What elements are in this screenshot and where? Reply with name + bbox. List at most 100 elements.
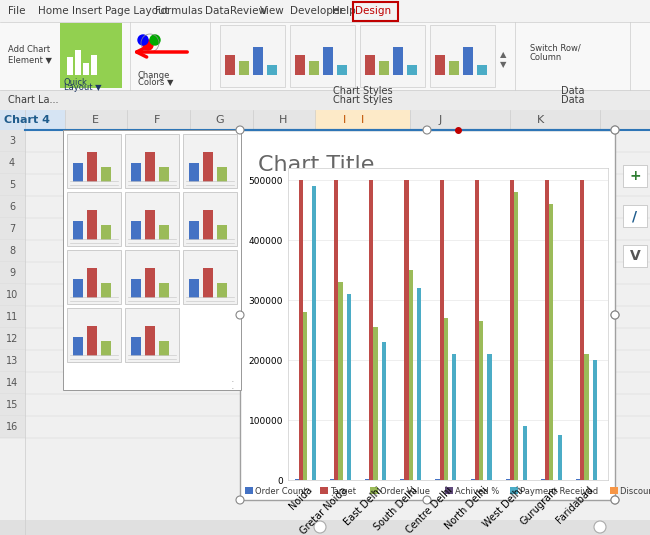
Text: 15: 15 [6, 400, 18, 410]
Bar [189, 279, 199, 298]
Bar [452, 354, 456, 480]
Bar [159, 341, 169, 356]
Bar [145, 326, 155, 356]
Bar [523, 426, 526, 480]
Bar [0, 22, 650, 90]
Text: File: File [8, 6, 25, 16]
Bar [0, 520, 650, 535]
Bar [125, 250, 179, 304]
Bar [73, 337, 83, 356]
Text: Help: Help [332, 6, 356, 16]
Bar [435, 55, 445, 75]
Text: Payment Received: Payment Received [520, 486, 598, 495]
Bar [0, 174, 25, 196]
Text: Data: Data [205, 6, 230, 16]
Bar [0, 218, 25, 240]
Text: Order Count: Order Count [255, 486, 307, 495]
Bar [0, 240, 25, 262]
Bar [131, 337, 141, 356]
Bar [404, 180, 409, 480]
Bar [479, 321, 483, 480]
Bar [101, 283, 111, 298]
Bar [67, 134, 121, 188]
Bar [439, 180, 444, 480]
Bar [87, 268, 97, 298]
Bar [436, 479, 439, 480]
Bar [623, 165, 647, 187]
Bar [623, 245, 647, 267]
Bar [189, 163, 199, 182]
Bar [379, 61, 389, 75]
Bar [346, 294, 351, 480]
Bar [87, 151, 97, 182]
Text: Column: Column [530, 54, 562, 63]
Bar [220, 25, 285, 87]
Bar [365, 479, 369, 480]
Circle shape [611, 496, 619, 504]
Bar [131, 221, 141, 240]
Text: G: G [216, 115, 224, 125]
Bar [311, 186, 316, 480]
Bar [0, 0, 650, 22]
Circle shape [423, 126, 431, 134]
Circle shape [611, 126, 619, 134]
Text: View: View [260, 6, 285, 16]
Bar [101, 167, 111, 182]
Bar [334, 180, 338, 480]
Bar [417, 288, 421, 480]
Bar [445, 487, 453, 494]
Text: 100: 100 [221, 218, 238, 226]
Bar [87, 210, 97, 240]
Text: ▲: ▲ [500, 50, 506, 59]
Bar [290, 25, 355, 87]
Bar [430, 25, 495, 87]
Text: 16: 16 [6, 422, 18, 432]
Bar [101, 341, 111, 356]
Bar [267, 65, 277, 75]
Bar [0, 372, 25, 394]
Text: Developer: Developer [290, 6, 344, 16]
Circle shape [236, 311, 244, 319]
Text: Order Value: Order Value [380, 486, 430, 495]
Circle shape [594, 521, 606, 533]
Text: Achived %: Achived % [455, 486, 499, 495]
Bar [73, 163, 83, 182]
Text: Page Layout: Page Layout [105, 6, 169, 16]
Bar [63, 130, 241, 390]
Bar [145, 151, 155, 182]
Bar [510, 180, 514, 480]
Text: 8: 8 [9, 246, 15, 256]
Circle shape [143, 40, 153, 50]
Text: Change: Change [138, 71, 170, 80]
Bar [0, 328, 25, 350]
Text: K: K [536, 115, 543, 125]
Bar [294, 479, 299, 480]
Bar [463, 47, 473, 75]
Text: Add Chart: Add Chart [8, 45, 50, 55]
Bar [558, 435, 562, 480]
Bar [240, 130, 615, 500]
Text: ⁚: ⁚ [231, 381, 235, 391]
Bar [409, 270, 413, 480]
Text: 3: 3 [9, 136, 15, 146]
Bar [299, 180, 303, 480]
Circle shape [611, 496, 619, 504]
Bar [474, 180, 479, 480]
Bar [393, 47, 403, 75]
Bar [67, 57, 73, 75]
Circle shape [611, 311, 619, 319]
Bar [159, 283, 169, 298]
Text: 9: 9 [9, 268, 15, 278]
Text: Chart 4: Chart 4 [4, 115, 50, 125]
Bar [87, 326, 97, 356]
FancyArrowPatch shape [136, 47, 187, 57]
Text: Design: Design [355, 6, 391, 16]
Bar [444, 318, 448, 480]
Bar [514, 192, 518, 480]
Text: I: I [343, 115, 346, 125]
Bar [353, 2, 398, 21]
Circle shape [138, 35, 148, 45]
Bar [309, 61, 319, 75]
Bar [315, 110, 410, 130]
Bar [0, 284, 25, 306]
